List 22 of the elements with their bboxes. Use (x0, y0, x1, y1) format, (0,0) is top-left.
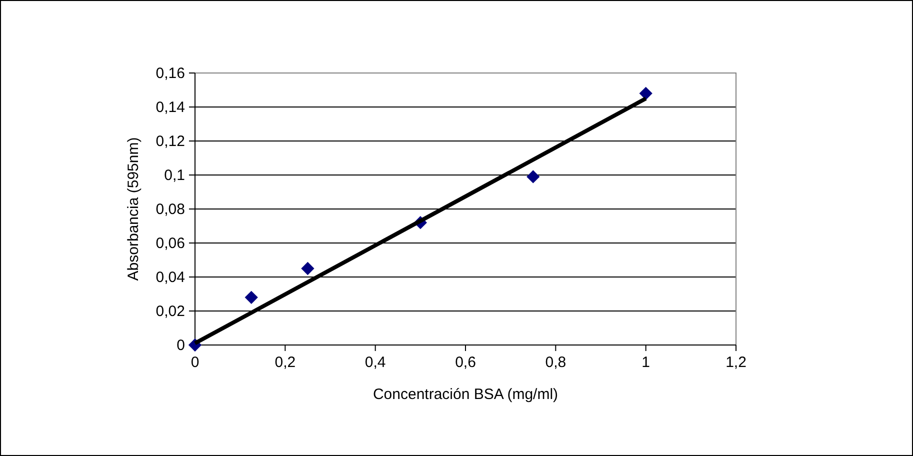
x-tick-label: 1 (642, 354, 650, 371)
y-tick-label: 0,1 (164, 167, 185, 184)
y-tick-label: 0,02 (156, 303, 185, 320)
point (526, 170, 540, 184)
y-tick-label: 0,04 (156, 269, 185, 286)
x-tick-label: 0,4 (364, 354, 386, 371)
point (244, 290, 258, 304)
y-tick-label: 0,08 (156, 201, 185, 218)
y-tick-label: 0,16 (156, 65, 185, 82)
y-tick-label: 0,06 (156, 235, 185, 252)
x-tick-label: 0,8 (545, 354, 566, 371)
x-tick-label: 0 (190, 354, 200, 371)
y-axis-title: Absorbancia (595nm) (125, 137, 142, 281)
x-axis-title: Concentración BSA (mg/ml) (372, 386, 558, 403)
x-tick-label: 1,2 (726, 354, 746, 371)
y-tick-label: 0,12 (156, 133, 185, 150)
point (639, 86, 652, 100)
y-tick-label: 0,14 (156, 99, 185, 116)
y-tick-label: 0 (176, 337, 185, 354)
x-tick-label: 0,2 (274, 354, 296, 371)
x-tick-label: 0,6 (455, 354, 476, 371)
point (301, 262, 314, 276)
